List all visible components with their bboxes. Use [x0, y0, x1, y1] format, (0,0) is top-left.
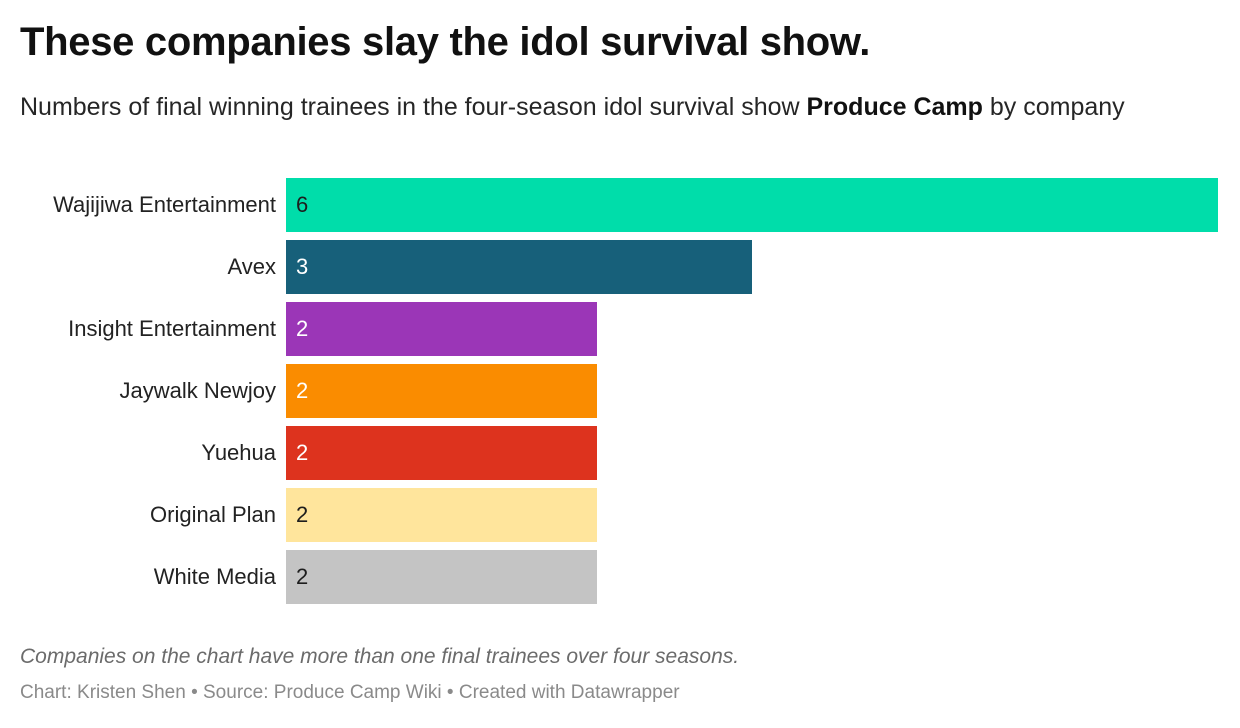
value-label: 3	[296, 254, 309, 279]
bar-row: Wajijiwa Entertainment 6	[0, 178, 1240, 232]
bar-row: Original Plan 2	[0, 488, 1240, 542]
chart-subtitle: Numbers of final winning trainees in the…	[20, 90, 1210, 124]
subtitle-text-end: by company	[982, 93, 1125, 121]
subtitle-text: Numbers of final winning trainees in the…	[20, 93, 807, 121]
category-label: Insight Entertainment	[68, 316, 276, 341]
value-label: 2	[296, 564, 309, 589]
subtitle-show-name: Produce Camp	[806, 93, 983, 121]
bar-row: White Media 2	[0, 550, 1240, 604]
bar-row: Jaywalk Newjoy 2	[0, 364, 1240, 418]
category-label: White Media	[153, 564, 276, 589]
chart-title: These companies slay the idol survival s…	[20, 20, 871, 64]
category-label: Avex	[227, 254, 276, 279]
bar	[286, 240, 752, 294]
value-label: 2	[296, 316, 309, 341]
bar-row: Yuehua 2	[0, 426, 1240, 480]
bar	[286, 426, 597, 480]
category-label: Yuehua	[201, 440, 276, 465]
category-label: Original Plan	[150, 502, 276, 527]
bar-chart: Wajijiwa Entertainment 6 Avex 3 Insight Ente…	[0, 178, 1240, 608]
category-label: Wajijiwa Entertainment	[53, 192, 276, 217]
bar	[286, 488, 597, 542]
bar-row: Avex 3	[0, 240, 1240, 294]
bar	[286, 364, 597, 418]
chart-note: Companies on the chart have more than on…	[20, 645, 740, 668]
value-label: 2	[296, 378, 309, 403]
bar	[286, 302, 597, 356]
value-label: 2	[296, 502, 309, 527]
value-label: 6	[296, 192, 309, 217]
bar	[286, 550, 597, 604]
bar	[286, 178, 1218, 232]
chart-credit: Chart: Kristen Shen • Source: Produce Ca…	[20, 682, 680, 703]
category-label: Jaywalk Newjoy	[119, 378, 277, 403]
value-label: 2	[296, 440, 309, 465]
bar-row: Insight Entertainment 2	[0, 302, 1240, 356]
